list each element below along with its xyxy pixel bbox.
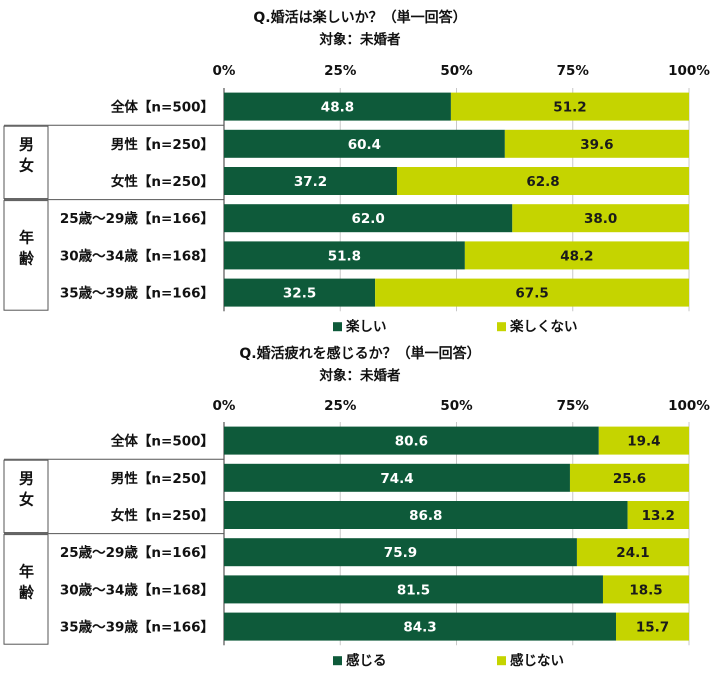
bar-segment bbox=[396, 167, 689, 195]
bar-segment bbox=[224, 278, 376, 307]
data-label: 60.4 bbox=[348, 137, 381, 153]
bar-segment bbox=[615, 612, 689, 641]
x-tick-label: 50% bbox=[440, 63, 473, 79]
category-label: 30歳～34歳【n=168】 bbox=[60, 247, 214, 264]
category-label: 25歳～29歳【n=166】 bbox=[60, 210, 214, 227]
legend-swatch bbox=[497, 322, 506, 332]
bar-segment bbox=[224, 167, 397, 195]
data-label: 51.2 bbox=[553, 100, 586, 116]
group-label: 年齢 bbox=[17, 563, 35, 606]
data-label: 62.8 bbox=[526, 174, 559, 190]
bar-segment bbox=[569, 463, 689, 492]
chart-title: Q.婚活は楽しいか？（単一回答） bbox=[253, 9, 466, 26]
data-label: 81.5 bbox=[397, 582, 430, 598]
data-label: 74.4 bbox=[380, 471, 413, 487]
group-label: 男女 bbox=[17, 470, 35, 512]
category-label: 30歳～34歳【n=168】 bbox=[60, 581, 214, 598]
bar-segment bbox=[512, 204, 689, 233]
data-label: 84.3 bbox=[403, 620, 436, 636]
data-label: 32.5 bbox=[283, 286, 316, 302]
legend-swatch bbox=[333, 322, 342, 332]
group-box bbox=[3, 200, 49, 311]
category-label: 全体【n=500】 bbox=[110, 99, 214, 116]
legend-label: 楽しい bbox=[345, 318, 387, 335]
bar-segment bbox=[224, 204, 513, 233]
bar-segment bbox=[598, 426, 689, 455]
data-label: 18.5 bbox=[629, 582, 662, 598]
group-box bbox=[3, 459, 49, 534]
x-tick-label: 75% bbox=[557, 63, 590, 79]
data-label: 51.8 bbox=[328, 248, 361, 264]
bar-segment bbox=[224, 241, 465, 270]
legend-swatch bbox=[497, 656, 506, 666]
bar-segment bbox=[224, 426, 599, 455]
data-label: 48.2 bbox=[560, 248, 593, 264]
category-label: 女性【n=250】 bbox=[111, 507, 214, 524]
bar-segment bbox=[627, 501, 689, 529]
bar-segment bbox=[224, 92, 451, 121]
bar-segment bbox=[224, 129, 505, 158]
data-label: 37.2 bbox=[294, 174, 327, 190]
chart-subtitle: 対象：未婚者 bbox=[319, 31, 401, 48]
legend-label: 感じない bbox=[510, 652, 564, 669]
category-label: 全体【n=500】 bbox=[110, 433, 214, 450]
group-label: 年齢 bbox=[17, 229, 35, 272]
bar-segment bbox=[224, 463, 570, 492]
legend-swatch bbox=[333, 656, 342, 666]
x-tick-label: 0% bbox=[213, 398, 236, 414]
category-label: 男性【n=250】 bbox=[111, 136, 214, 153]
x-tick-label: 75% bbox=[557, 398, 590, 414]
bar-segment bbox=[576, 538, 689, 567]
group-box bbox=[3, 125, 49, 200]
data-label: 86.8 bbox=[409, 508, 442, 524]
category-label: 25歳～29歳【n=166】 bbox=[60, 544, 214, 561]
data-label: 13.2 bbox=[642, 508, 675, 524]
chart-title: Q.婚活疲れを感じるか？（単一回答） bbox=[239, 345, 480, 362]
bar-segment bbox=[224, 612, 616, 641]
bar-segment bbox=[602, 575, 689, 604]
x-tick-label: 50% bbox=[440, 398, 473, 414]
bar-segment bbox=[224, 501, 628, 529]
group-box bbox=[3, 534, 49, 645]
bar-segment bbox=[375, 278, 689, 307]
data-label: 15.7 bbox=[636, 620, 669, 636]
chart-subtitle: 対象：未婚者 bbox=[319, 367, 401, 384]
x-tick-label: 0% bbox=[213, 63, 236, 79]
data-label: 62.0 bbox=[351, 211, 384, 227]
data-label: 48.8 bbox=[321, 100, 354, 116]
bar-segment bbox=[224, 575, 603, 604]
x-tick-label: 100% bbox=[668, 63, 710, 79]
legend-label: 楽しくない bbox=[509, 318, 578, 335]
data-label: 25.6 bbox=[613, 471, 646, 487]
x-tick-label: 25% bbox=[324, 398, 357, 414]
category-label: 35歳～39歳【n=166】 bbox=[60, 619, 214, 636]
bar-segment bbox=[464, 241, 689, 270]
x-tick-label: 25% bbox=[324, 63, 357, 79]
data-label: 75.9 bbox=[384, 545, 417, 561]
data-label: 80.6 bbox=[395, 434, 428, 450]
data-label: 24.1 bbox=[616, 545, 649, 561]
data-label: 67.5 bbox=[515, 286, 548, 302]
category-label: 女性【n=250】 bbox=[111, 173, 214, 190]
category-label: 35歳～39歳【n=166】 bbox=[60, 285, 214, 302]
data-label: 38.0 bbox=[584, 211, 617, 227]
category-label: 男性【n=250】 bbox=[111, 470, 214, 487]
data-label: 19.4 bbox=[627, 434, 660, 450]
group-label: 男女 bbox=[17, 136, 35, 178]
legend-label: 感じる bbox=[346, 652, 387, 669]
bar-segment bbox=[504, 129, 689, 158]
bar-segment bbox=[450, 92, 689, 121]
bar-segment bbox=[224, 538, 577, 567]
data-label: 39.6 bbox=[580, 137, 613, 153]
x-tick-label: 100% bbox=[668, 398, 710, 414]
